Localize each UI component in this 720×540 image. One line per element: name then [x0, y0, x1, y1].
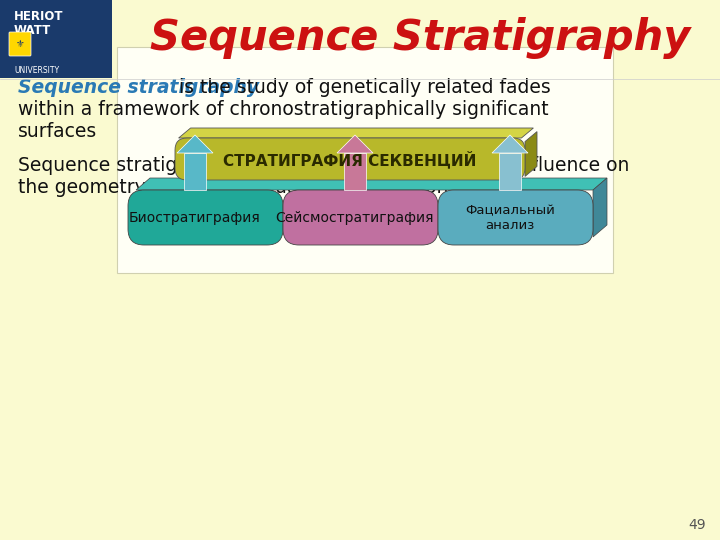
Polygon shape: [525, 132, 537, 177]
Polygon shape: [593, 178, 607, 237]
Text: surfaces: surfaces: [18, 122, 97, 141]
FancyBboxPatch shape: [9, 32, 31, 56]
FancyBboxPatch shape: [0, 0, 112, 78]
FancyBboxPatch shape: [117, 47, 613, 273]
Text: WATT: WATT: [14, 24, 51, 37]
FancyBboxPatch shape: [184, 153, 206, 190]
Text: Sequence stratigraphy: Sequence stratigraphy: [18, 78, 259, 97]
Text: Биостратиграфия: Биостратиграфия: [129, 211, 261, 225]
Polygon shape: [177, 135, 213, 153]
Text: within a framework of chronostratigraphically significant: within a framework of chronostratigraphi…: [18, 100, 549, 119]
Text: 49: 49: [688, 518, 706, 532]
FancyBboxPatch shape: [344, 153, 366, 190]
Text: the geometry, continuity, quality and location of reservoir: the geometry, continuity, quality and lo…: [18, 178, 562, 197]
Text: UNIVERSITY: UNIVERSITY: [14, 66, 59, 75]
Polygon shape: [492, 135, 528, 153]
Text: HERIOT: HERIOT: [14, 10, 63, 23]
Text: is the study of genetically related fades: is the study of genetically related fade…: [173, 78, 551, 97]
FancyBboxPatch shape: [128, 190, 283, 245]
Text: Sequence Stratigraphy: Sequence Stratigraphy: [150, 17, 690, 59]
Text: Фациальный
анализ: Фациальный анализ: [465, 204, 555, 232]
Polygon shape: [179, 128, 534, 138]
FancyBboxPatch shape: [499, 153, 521, 190]
Text: СТРАТИГРАФИЯ СЕКВЕНЦИЙ: СТРАТИГРАФИЯ СЕКВЕНЦИЙ: [223, 150, 477, 168]
FancyBboxPatch shape: [175, 138, 525, 180]
Polygon shape: [337, 135, 373, 153]
Text: Сейсмостратиграфия: Сейсмостратиграфия: [276, 211, 434, 225]
Text: Sequence stratigraphy processes can exert a strong influence on: Sequence stratigraphy processes can exer…: [18, 156, 629, 175]
Polygon shape: [136, 178, 607, 190]
FancyBboxPatch shape: [438, 190, 593, 245]
Text: ⚜: ⚜: [16, 39, 24, 49]
FancyBboxPatch shape: [283, 190, 438, 245]
